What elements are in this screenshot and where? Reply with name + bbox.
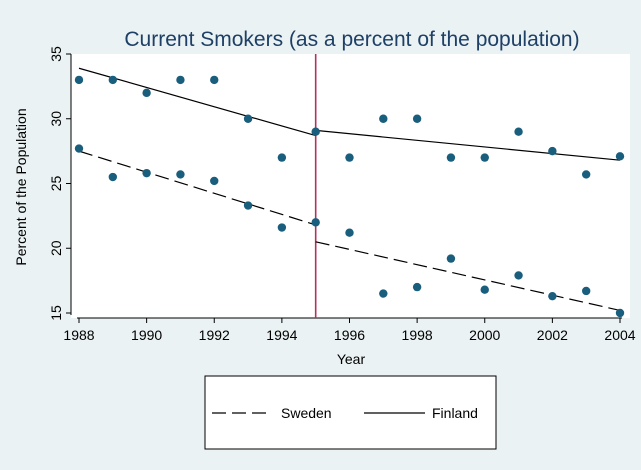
sweden-point-1993 — [243, 201, 253, 210]
sweden-point-1999 — [446, 254, 456, 263]
x-tick-label-1990: 1990 — [131, 327, 162, 343]
y-tick-label-35: 35 — [48, 46, 64, 62]
sweden-point-1988 — [74, 144, 84, 153]
sweden-fit-line-2 — [315, 241, 621, 311]
finland-point-2003 — [581, 170, 591, 179]
x-tick-label-1996: 1996 — [334, 327, 365, 343]
sweden-point-2001 — [514, 271, 523, 280]
sweden-point-2002 — [548, 291, 557, 301]
sweden-point-2004 — [615, 308, 625, 318]
plot-area — [71, 54, 630, 318]
finland-point-1997 — [379, 114, 388, 123]
fit-lines — [78, 67, 621, 311]
finland-point-1992 — [210, 75, 219, 85]
x-tick-label-1988: 1988 — [63, 327, 94, 343]
sweden-point-2003 — [581, 286, 591, 296]
legend-label-sweden: Sweden — [281, 405, 332, 421]
sweden-point-1995 — [311, 218, 320, 227]
x-tick-label-2002: 2002 — [537, 327, 568, 343]
finland-point-2001 — [514, 127, 523, 136]
sweden-point-1998 — [412, 282, 422, 292]
x-tick-label-1994: 1994 — [266, 327, 297, 343]
x-tick-label-2004: 2004 — [604, 327, 635, 343]
finland-point-1990 — [142, 88, 151, 98]
finland-fit-line-1 — [78, 67, 316, 137]
finland-point-1988 — [74, 75, 84, 85]
finland-point-2004 — [615, 152, 625, 161]
sweden-point-1997 — [379, 289, 388, 298]
finland-point-1998 — [412, 114, 422, 123]
x-tick-label-1998: 1998 — [402, 327, 433, 343]
y-axis-label: Percent of the Population — [13, 108, 29, 265]
chart-title: Current Smokers (as a percent of the pop… — [124, 28, 579, 51]
sweden-point-1989 — [108, 172, 118, 182]
x-tick-label-2000: 2000 — [469, 327, 500, 343]
sweden-point-2000 — [480, 285, 489, 294]
finland-fit-line-2 — [315, 129, 621, 161]
finland-point-2000 — [480, 153, 489, 162]
sweden-point-1992 — [210, 176, 219, 186]
sweden-point-1990 — [142, 168, 151, 178]
sweden-fit-line-1 — [78, 150, 316, 226]
y-tick-label-20: 20 — [48, 240, 64, 256]
y-tick-label-15: 15 — [48, 305, 64, 321]
y-tick-label-25: 25 — [48, 176, 64, 192]
legend: Sweden Finland — [204, 375, 497, 450]
y-tick-label-30: 30 — [48, 111, 64, 127]
finland-point-2002 — [548, 146, 557, 156]
finland-point-1993 — [243, 114, 253, 123]
finland-point-1989 — [108, 75, 118, 85]
data-points — [74, 75, 625, 318]
sweden-point-1994 — [277, 223, 287, 232]
finland-point-1991 — [176, 75, 185, 85]
sweden-point-1996 — [345, 228, 354, 237]
x-tick-label-1992: 1992 — [199, 327, 230, 343]
x-axis: 1988 1990 1992 1994 1996 1998 2000 2002 2004 — [63, 317, 636, 343]
finland-point-1996 — [345, 153, 354, 162]
finland-point-1995 — [311, 127, 320, 136]
finland-point-1999 — [446, 153, 456, 162]
finland-point-1994 — [277, 153, 287, 162]
legend-label-finland: Finland — [432, 405, 478, 421]
y-axis: 15 20 25 30 35 — [48, 46, 72, 321]
sweden-point-1991 — [176, 170, 185, 179]
x-axis-label: Year — [337, 351, 366, 367]
